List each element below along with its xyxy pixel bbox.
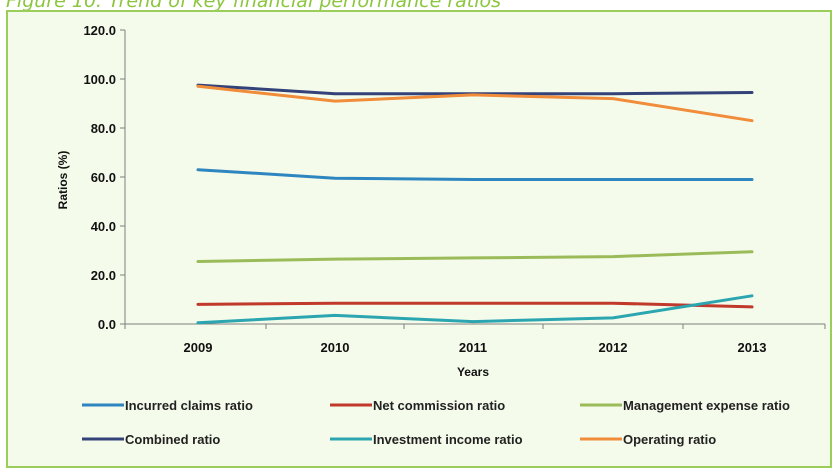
y-tick-label: 120.0 bbox=[83, 23, 116, 38]
legend-label: Operating ratio bbox=[623, 432, 716, 447]
x-tick-label: 2009 bbox=[184, 340, 213, 355]
series-lines bbox=[196, 83, 754, 325]
y-axis: 0.0 20.0 40.0 60.0 80.0 100.0 120.0 bbox=[83, 23, 126, 332]
legend-label: Management expense ratio bbox=[623, 398, 790, 413]
y-tick-label: 80.0 bbox=[91, 121, 116, 136]
legend-label: Investment income ratio bbox=[373, 432, 523, 447]
series-line-combined-ratio bbox=[196, 83, 754, 96]
y-tick-label: 20.0 bbox=[91, 268, 116, 283]
chart-frame bbox=[6, 10, 832, 468]
figure-caption: Figure 10: Trend of key financial perfor… bbox=[6, 0, 502, 12]
legend-label: Combined ratio bbox=[125, 432, 220, 447]
y-tick-label: 100.0 bbox=[83, 72, 116, 87]
y-tick-label: 40.0 bbox=[91, 219, 116, 234]
series-line-incurred-claims-ratio bbox=[196, 168, 754, 181]
y-axis-title: Ratios (%) bbox=[56, 151, 70, 210]
legend: Incurred claims ratio Net commission rati… bbox=[82, 398, 790, 447]
x-tick-label: 2012 bbox=[599, 340, 628, 355]
legend-label: Net commission ratio bbox=[373, 398, 505, 413]
legend-label: Incurred claims ratio bbox=[125, 398, 253, 413]
y-tick-label: 0.0 bbox=[98, 317, 116, 332]
series-line-investment-income-ratio bbox=[196, 294, 754, 325]
series-line-management-expense-ratio bbox=[196, 250, 754, 263]
x-axis-title: Years bbox=[457, 365, 489, 379]
x-axis: 2009 2010 2011 2012 2013 bbox=[124, 323, 826, 355]
x-tick-label: 2013 bbox=[738, 340, 767, 355]
x-tick-label: 2011 bbox=[459, 340, 487, 355]
series-line-operating-ratio bbox=[196, 84, 754, 123]
series-line-net-commission-ratio bbox=[196, 301, 754, 309]
y-tick-label: 60.0 bbox=[91, 170, 116, 185]
x-tick-label: 2010 bbox=[321, 340, 350, 355]
